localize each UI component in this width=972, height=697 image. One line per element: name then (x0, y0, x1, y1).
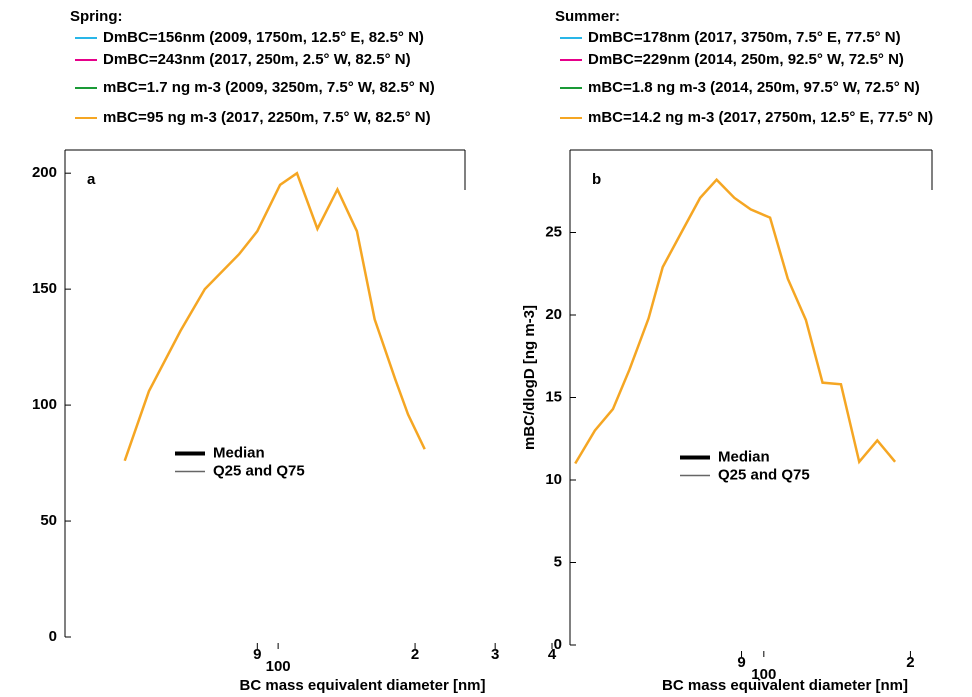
data-line (123, 171, 426, 462)
data-line (574, 177, 897, 465)
x-tick-label: 2 (411, 646, 419, 663)
legend-label: mBC=95 ng m-3 (2017, 2250m, 7.5° W, 82.5… (103, 109, 431, 126)
y-tick-label: 10 (545, 471, 562, 488)
legend-label: Median (213, 444, 265, 461)
panel-label: b (592, 171, 601, 188)
legend-label: DmBC=156nm (2009, 1750m, 12.5° E, 82.5° … (103, 29, 424, 46)
y-tick-label: 100 (32, 396, 57, 413)
y-tick-label: 0 (49, 628, 57, 645)
y-tick-label: 15 (545, 388, 562, 405)
legend-label: mBC=1.7 ng m-3 (2009, 3250m, 7.5° W, 82.… (103, 79, 435, 96)
y-tick-label: 150 (32, 280, 57, 297)
y-axis-label: mBC/dlogD [ng m-3] (521, 305, 538, 450)
legend-label: mBC=1.8 ng m-3 (2014, 250m, 97.5° W, 72.… (588, 79, 920, 96)
legend-title: Summer: (555, 8, 620, 25)
y-tick-label: 0 (554, 636, 562, 653)
y-tick-label: 5 (554, 553, 562, 570)
legend-label: DmBC=178nm (2017, 3750m, 7.5° E, 77.5° N… (588, 29, 901, 46)
x-tick-label: 100 (751, 666, 776, 683)
legend-label: DmBC=243nm (2017, 250m, 2.5° W, 82.5° N) (103, 51, 411, 68)
panel-label: a (87, 171, 96, 188)
x-tick-label: 9 (737, 654, 745, 671)
x-tick-label: 3 (491, 646, 499, 663)
y-tick-label: 50 (40, 512, 57, 529)
legend-label: Median (718, 448, 770, 465)
x-tick-label: 9 (253, 646, 261, 663)
x-tick-label: 100 (266, 658, 291, 675)
x-tick-label: 4 (548, 646, 557, 663)
y-tick-label: 20 (545, 306, 562, 323)
x-tick-label: 2 (906, 654, 914, 671)
legend-title: Spring: (70, 8, 123, 25)
legend-label: Q25 and Q75 (213, 462, 305, 479)
y-tick-label: 200 (32, 164, 57, 181)
legend-label: DmBC=229nm (2014, 250m, 92.5° W, 72.5° N… (588, 51, 904, 68)
legend-label: mBC=14.2 ng m-3 (2017, 2750m, 12.5° E, 7… (588, 109, 933, 126)
x-axis-label: BC mass equivalent diameter [nm] (662, 677, 908, 694)
legend-label: Q25 and Q75 (718, 466, 810, 483)
y-tick-label: 25 (545, 223, 562, 240)
x-axis-label: BC mass equivalent diameter [nm] (240, 677, 486, 694)
